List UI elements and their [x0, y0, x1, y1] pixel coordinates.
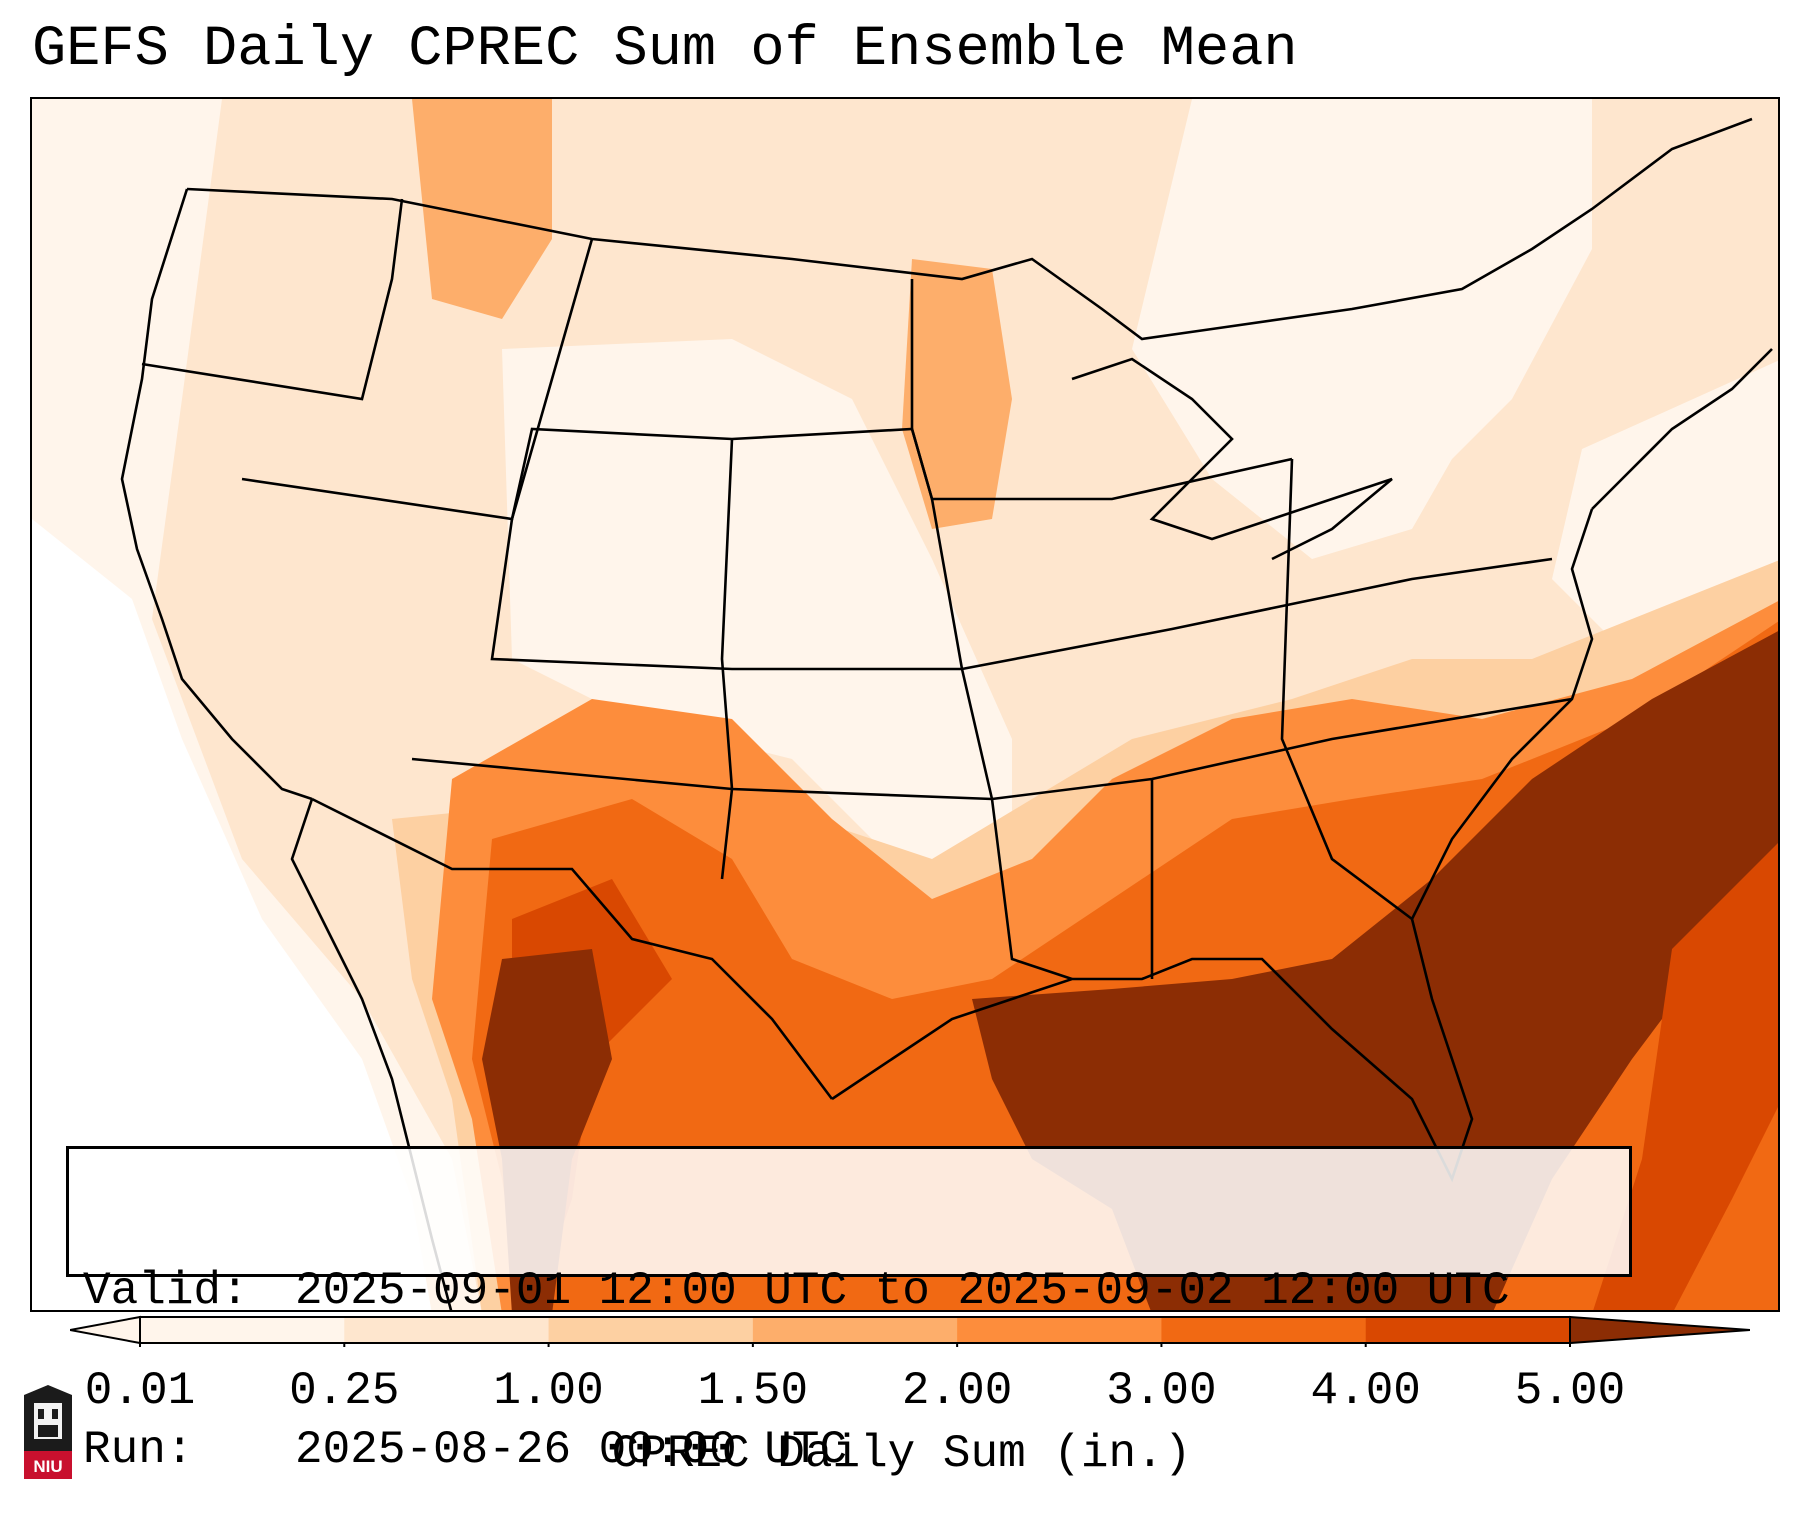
colorbar-segment — [344, 1317, 550, 1343]
state-line-6 — [990, 798, 1073, 981]
state-line-9 — [910, 279, 994, 800]
colorbar-segment — [752, 1317, 958, 1343]
colorbar-tick-marks — [139, 1343, 1571, 1347]
state-line-8 — [1280, 458, 1413, 921]
state-line-1 — [141, 198, 404, 401]
east-coast-north — [1591, 348, 1773, 510]
precip-field-band-mn — [902, 259, 1012, 529]
colorbar-extend-max — [1569, 1315, 1750, 1345]
niu-logo: NIU — [24, 1385, 72, 1479]
valid-line: Valid: 2025-09-01 12:00 UTC to 2025-09-02… — [83, 1265, 1629, 1318]
precip-field-pacific-white — [32, 519, 432, 1310]
colorbar-tick-label: 0.25 — [289, 1365, 400, 1417]
run-label: Run: — [83, 1424, 194, 1476]
run-line: Run: 2025-08-26 00:00 UTC — [83, 1424, 1629, 1477]
us-canada-border — [186, 117, 1753, 341]
precip-field-max-gulf — [972, 631, 1778, 1310]
run-value: 2025-08-26 00:00 UTC — [295, 1424, 848, 1476]
colorbar-label: CPREC Daily Sum (in.) — [611, 1428, 1192, 1480]
state-line-10 — [510, 238, 594, 520]
chart-title: GEFS Daily CPREC Sum of Ensemble Mean — [32, 18, 1298, 82]
precip-field-atl-band — [1593, 843, 1778, 1310]
colorbar-tick-label: 2.00 — [901, 1365, 1013, 1417]
us-mexico-border — [311, 797, 834, 1100]
great-lakes — [1071, 357, 1393, 561]
colorbar-outline — [139, 1316, 1571, 1344]
gulf-coast — [831, 508, 1594, 1183]
colorbar-tick-label: 1.00 — [493, 1365, 604, 1417]
colorbar-tick-label: 5.00 — [1514, 1365, 1626, 1417]
colorbar-segments — [70, 1315, 1750, 1345]
precip-field-northeast-light — [1132, 99, 1592, 559]
valid-label: Valid: — [83, 1265, 249, 1317]
state-line-5 — [720, 438, 734, 880]
logo-text: NIU — [33, 1457, 62, 1476]
valid-run-box: Valid: 2025-09-01 12:00 UTC to 2025-09-02… — [66, 1146, 1632, 1476]
precip-field-band-north — [412, 99, 552, 319]
colorbar-tick-label: 4.00 — [1310, 1365, 1421, 1417]
colorbar — [70, 1315, 1750, 1347]
colorbar-tick-label: 1.50 — [697, 1365, 809, 1417]
west-coast — [120, 188, 313, 801]
colorbar-segment — [548, 1317, 754, 1343]
state-line-4 — [411, 697, 1573, 801]
colorbar-tick-label: 0.01 — [84, 1365, 196, 1417]
colorbar-tick-label: 3.00 — [1106, 1365, 1217, 1417]
colorbar-extend-min — [70, 1315, 141, 1345]
precip-field-mw-light — [502, 339, 1012, 859]
map-panel — [30, 97, 1780, 1312]
precip-map — [32, 99, 1778, 1310]
colorbar-tick-labels: 0.01 0.25 1.00 1.50 2.00 3.00 4.00 5.00 — [0, 1365, 1803, 1417]
colorbar-segment — [957, 1317, 1162, 1343]
colorbar-segment — [140, 1317, 345, 1343]
colorbar-segment — [1161, 1317, 1367, 1343]
valid-value: 2025-09-01 12:00 UTC to 2025-09-02 12:00… — [295, 1265, 1510, 1317]
colorbar-segment — [1365, 1317, 1571, 1343]
